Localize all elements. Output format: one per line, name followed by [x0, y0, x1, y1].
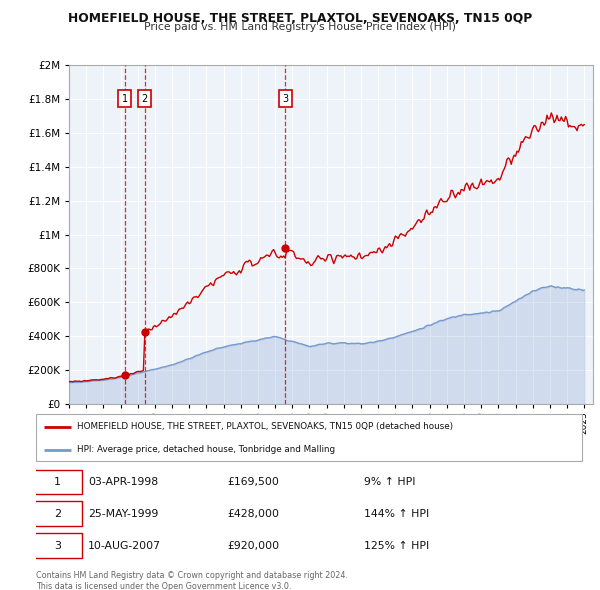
Text: 125% ↑ HPI: 125% ↑ HPI: [364, 541, 429, 550]
Text: 25-MAY-1999: 25-MAY-1999: [88, 509, 158, 519]
Text: HOMEFIELD HOUSE, THE STREET, PLAXTOL, SEVENOAKS, TN15 0QP (detached house): HOMEFIELD HOUSE, THE STREET, PLAXTOL, SE…: [77, 422, 453, 431]
Text: 10-AUG-2007: 10-AUG-2007: [88, 541, 161, 550]
Text: HPI: Average price, detached house, Tonbridge and Malling: HPI: Average price, detached house, Tonb…: [77, 445, 335, 454]
FancyBboxPatch shape: [32, 470, 82, 494]
FancyBboxPatch shape: [36, 414, 582, 461]
Text: Price paid vs. HM Land Registry's House Price Index (HPI): Price paid vs. HM Land Registry's House …: [144, 22, 456, 32]
Text: 2: 2: [142, 94, 148, 104]
Text: 3: 3: [283, 94, 289, 104]
Text: 03-APR-1998: 03-APR-1998: [88, 477, 158, 487]
Text: £920,000: £920,000: [227, 541, 279, 550]
Text: 144% ↑ HPI: 144% ↑ HPI: [364, 509, 429, 519]
FancyBboxPatch shape: [32, 502, 82, 526]
Text: 1: 1: [122, 94, 128, 104]
Text: £428,000: £428,000: [227, 509, 279, 519]
Text: HOMEFIELD HOUSE, THE STREET, PLAXTOL, SEVENOAKS, TN15 0QP: HOMEFIELD HOUSE, THE STREET, PLAXTOL, SE…: [68, 12, 532, 25]
Text: 1: 1: [54, 477, 61, 487]
Text: Contains HM Land Registry data © Crown copyright and database right 2024.
This d: Contains HM Land Registry data © Crown c…: [36, 571, 348, 590]
Text: 9% ↑ HPI: 9% ↑ HPI: [364, 477, 415, 487]
FancyBboxPatch shape: [32, 533, 82, 558]
Text: 2: 2: [54, 509, 61, 519]
Text: 3: 3: [54, 541, 61, 550]
Text: £169,500: £169,500: [227, 477, 279, 487]
